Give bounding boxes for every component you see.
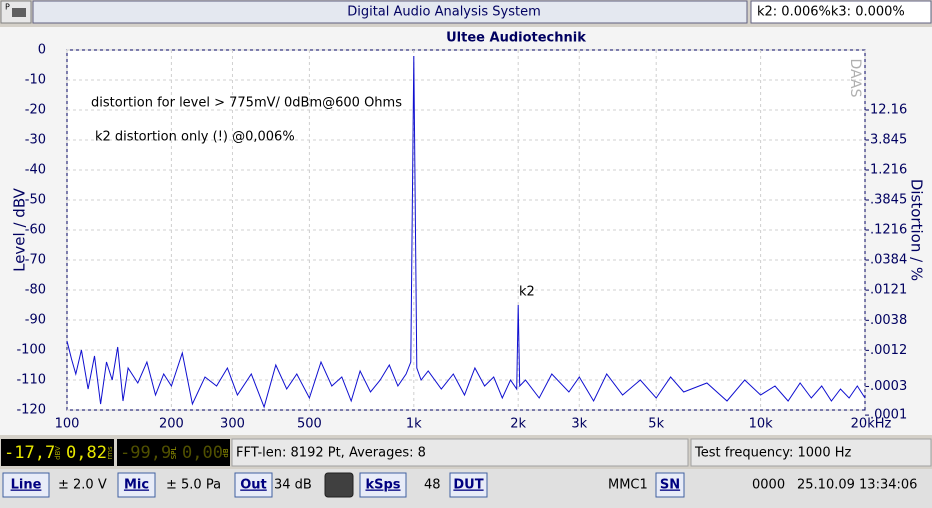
test-frequency: Test frequency: 1000 Hz: [694, 446, 851, 461]
meter-unit: rms: [106, 446, 114, 460]
y-tick-label: -80: [25, 283, 46, 298]
y-tick-label: -120: [16, 403, 46, 418]
feed-button[interactable]: [324, 472, 354, 498]
printer-icon: [12, 8, 26, 17]
button-label: Out: [240, 478, 267, 493]
toolbar-button[interactable]: [234, 472, 273, 498]
fft-info: FFT-len: 8192 Pt, Averages: 8: [236, 446, 426, 461]
toolbar-button[interactable]: [655, 472, 685, 498]
status-area: FFT-len: 8192 Pt, Averages: 8 Test frequ…: [0, 438, 932, 508]
toolbar-text: 48: [424, 478, 441, 493]
y2-tick-label: .1216: [870, 223, 907, 238]
y2-tick-label: 1.216: [870, 163, 907, 178]
toolbar-text: 34 dB: [274, 478, 312, 493]
y-tick-label: -40: [25, 163, 46, 178]
y-tick-label: 0: [38, 43, 46, 58]
meter-value: 0,00: [182, 443, 223, 463]
toolbar-text: ± 5.0 Pa: [166, 478, 221, 493]
button-label: Line: [11, 478, 42, 493]
x-tick-label: 10k: [749, 417, 774, 432]
y-tick-label: -60: [25, 223, 46, 238]
button-label: kSps: [365, 478, 400, 493]
meter-value: -99,9: [120, 443, 171, 463]
freq-box: [690, 438, 932, 467]
annotation: k2: [519, 285, 535, 300]
y-tick-label: -70: [25, 253, 46, 268]
x-tick-label: 300: [220, 417, 245, 432]
spectrum-line: [66, 55, 866, 409]
meter-unit: SPL: [170, 447, 178, 460]
y2-axis-label: Distortion / %: [908, 179, 926, 281]
meter-value: 0,82: [66, 443, 107, 463]
watermark: DAAS: [847, 59, 863, 98]
toolbar-text: ± 2.0 V: [58, 478, 107, 493]
x-tick-label: 5k: [648, 417, 664, 432]
annotation: distortion for level > 775mV/ 0dBm@600 O…: [91, 96, 402, 111]
chart-title: Ultee Audiotechnik: [446, 31, 586, 46]
button-label: Mic: [124, 478, 149, 493]
y2-tick-label: .0003: [870, 379, 907, 394]
toolbar-text: 25.10.09 13:34:06: [797, 478, 917, 493]
y-tick-label: -30: [25, 133, 46, 148]
toolbar-button[interactable]: [117, 472, 156, 498]
y-tick-label: -50: [25, 193, 46, 208]
y2-tick-label: 3.845: [870, 133, 907, 148]
y-tick-label: -20: [25, 103, 46, 118]
x-tick-label: 2k: [510, 417, 526, 432]
x-tick-label: 200: [159, 417, 184, 432]
y2-tick-label: .0121: [870, 283, 907, 298]
readout-box: [750, 0, 932, 24]
icon-label: P: [5, 3, 10, 12]
toolbar-text: MMC1: [608, 478, 648, 493]
plot: 0 -10 -20 -30 -40 -50 -60 -70 -80 -90 -100 -110 -120…: [16, 43, 907, 432]
y2-tick-label: .0384: [870, 253, 907, 268]
y-tick-label: -100: [16, 343, 46, 358]
y2-tick-label: 12.16: [870, 103, 907, 118]
fft-box: [231, 438, 689, 467]
toolbar-text: 0000: [752, 478, 785, 493]
lcd-meter: [1, 439, 114, 466]
y2-tick-label: .0001: [870, 408, 907, 423]
x-tick-label: 100: [55, 417, 80, 432]
lcd-meter: [117, 439, 230, 466]
button-label: DUT: [453, 478, 483, 493]
button-label: SN: [660, 478, 680, 493]
y-tick-label: -10: [25, 73, 46, 88]
y2-tick-label: .3845: [870, 193, 907, 208]
x-tick-label: 1k: [406, 417, 422, 432]
window-title: Digital Audio Analysis System: [347, 5, 541, 20]
y-tick-label: -110: [16, 373, 46, 388]
toolbar-button[interactable]: [359, 472, 407, 498]
readout: k2: 0.006%k3: 0.000%: [757, 5, 905, 20]
x-tick-label: 20kHz: [851, 417, 892, 432]
annotation: k2 distortion only (!) @0,006%: [95, 130, 295, 145]
meter-unit: dB: [222, 448, 230, 457]
x-tick-label: 500: [297, 417, 322, 432]
y-axis-label: Level / dBV: [11, 187, 29, 272]
meter-value: -17,7: [4, 443, 55, 463]
y2-tick-label: .0012: [870, 343, 907, 358]
x-tick-label: 3k: [571, 417, 587, 432]
y-tick-label: -90: [25, 313, 46, 328]
title-bar: [32, 0, 748, 24]
y2-tick-label: .0038: [870, 313, 907, 328]
meter-unit: dBV: [54, 446, 62, 460]
toolbar-button[interactable]: [2, 472, 50, 498]
toolbar-button[interactable]: [449, 472, 488, 498]
